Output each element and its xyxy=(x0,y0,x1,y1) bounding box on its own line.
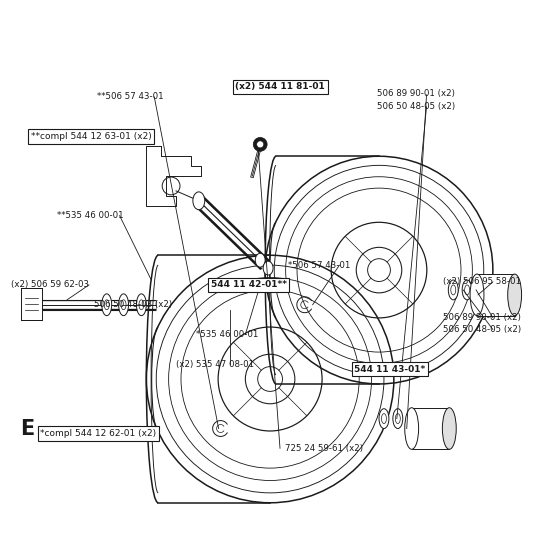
Ellipse shape xyxy=(255,253,265,267)
Ellipse shape xyxy=(379,409,389,428)
Text: 725 24 59-61 (x2): 725 24 59-61 (x2) xyxy=(285,444,363,453)
Circle shape xyxy=(253,137,267,151)
Ellipse shape xyxy=(508,274,521,316)
Ellipse shape xyxy=(119,294,128,316)
Ellipse shape xyxy=(139,300,144,310)
Text: (x2) 506 95 58-01: (x2) 506 95 58-01 xyxy=(444,278,521,287)
Text: **506 57 43-01: **506 57 43-01 xyxy=(97,92,164,101)
Ellipse shape xyxy=(393,409,403,428)
FancyBboxPatch shape xyxy=(21,288,43,320)
Ellipse shape xyxy=(395,414,400,423)
Ellipse shape xyxy=(121,300,126,310)
Ellipse shape xyxy=(193,192,205,209)
FancyBboxPatch shape xyxy=(412,408,449,449)
Ellipse shape xyxy=(381,414,386,423)
Text: 506 50 48-05 (x2): 506 50 48-05 (x2) xyxy=(377,102,455,111)
Text: (x2) 506 59 62-03: (x2) 506 59 62-03 xyxy=(11,281,88,290)
Text: 506 89 90-01 (x2): 506 89 90-01 (x2) xyxy=(377,90,455,99)
Ellipse shape xyxy=(102,294,111,316)
Text: *535 46 00-01: *535 46 00-01 xyxy=(196,330,258,339)
Text: E: E xyxy=(20,418,35,438)
Ellipse shape xyxy=(449,280,458,300)
Text: 544 11 42-01**: 544 11 42-01** xyxy=(211,281,287,290)
Text: 506 50 48-05 (x2): 506 50 48-05 (x2) xyxy=(444,325,521,334)
Ellipse shape xyxy=(263,261,273,275)
Text: **535 46 00-01: **535 46 00-01 xyxy=(57,211,124,220)
Text: 544 11 43-01*: 544 11 43-01* xyxy=(354,365,426,374)
FancyBboxPatch shape xyxy=(477,274,515,316)
Ellipse shape xyxy=(451,285,456,295)
Ellipse shape xyxy=(137,294,146,316)
Ellipse shape xyxy=(465,285,470,295)
Text: 506 89 90-01 (x2): 506 89 90-01 (x2) xyxy=(444,313,521,322)
Text: *506 57 43-01: *506 57 43-01 xyxy=(288,260,351,270)
Ellipse shape xyxy=(442,408,456,449)
Text: **compl 544 12 63-01 (x2): **compl 544 12 63-01 (x2) xyxy=(30,132,151,141)
Ellipse shape xyxy=(470,274,484,316)
Text: 506 50 48-03 (x2): 506 50 48-03 (x2) xyxy=(94,300,172,309)
Ellipse shape xyxy=(104,300,109,310)
Text: (x2) 544 11 81-01: (x2) 544 11 81-01 xyxy=(235,82,325,91)
Text: *compl 544 12 62-01 (x2): *compl 544 12 62-01 (x2) xyxy=(40,429,157,438)
Text: (x2) 535 47 08-01: (x2) 535 47 08-01 xyxy=(176,360,254,368)
Ellipse shape xyxy=(405,408,419,449)
Circle shape xyxy=(256,141,264,148)
Ellipse shape xyxy=(462,280,472,300)
